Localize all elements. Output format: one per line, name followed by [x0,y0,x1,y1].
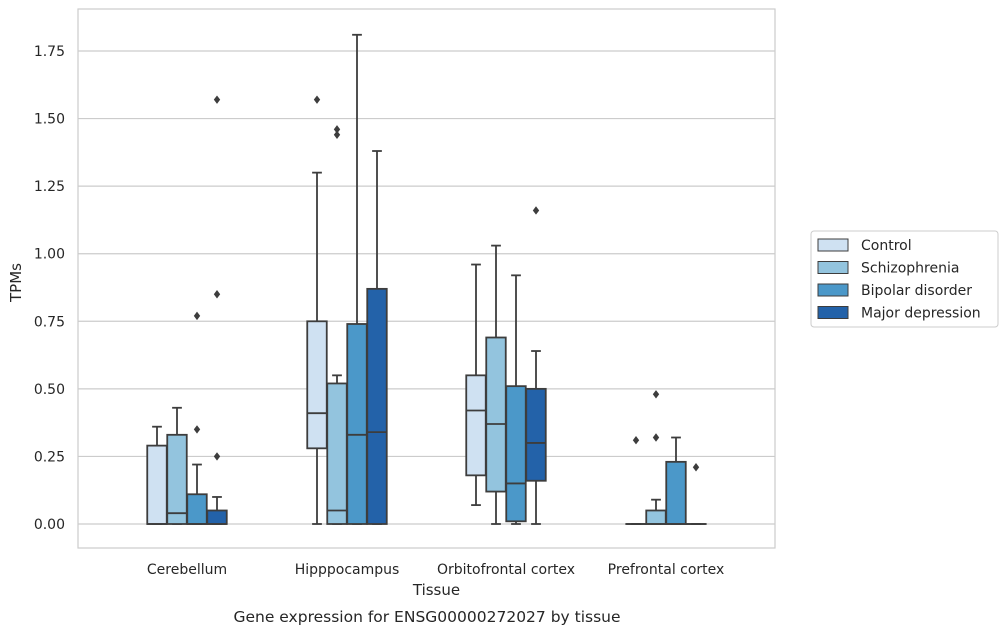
box-major-depression [685,463,707,525]
x-tick-labels: Cerebellum Hipppocampus Orbitofrontal cort… [147,562,724,578]
box-control [465,263,487,506]
y-tick-label: 0.25 [34,449,65,465]
box-bipolar-disorder [186,311,208,525]
y-tick-label: 0.00 [34,517,65,533]
box-body [505,385,527,523]
legend-label: Control [861,238,912,254]
legend-swatch [817,306,849,319]
plot-frame [77,8,776,549]
box-control [146,425,168,525]
box-body [306,320,328,450]
legend-frame [810,230,999,328]
y-tick-label: 0.75 [34,314,65,330]
x-tick-label: Cerebellum [147,562,227,578]
box-control [625,436,647,525]
outlier-point [692,463,700,472]
y-tick-label: 1.25 [34,179,65,195]
legend: Control Schizophrenia Bipolar disorder Majo… [810,230,999,328]
outlier-point [333,125,341,134]
outlier-point [193,311,201,321]
box-body [326,382,348,525]
box-bipolar-disorder [346,33,368,525]
y-tick-label: 1.75 [34,44,65,60]
y-tick-label: 1.50 [34,112,65,128]
box-schizophrenia [326,125,348,525]
box-schizophrenia [485,244,507,525]
box-body [465,374,487,477]
outlier-point [333,130,341,139]
outlier-point [313,95,321,104]
x-axis-label: Tissue [412,581,460,599]
box-body [166,433,188,525]
outlier-point [652,390,660,399]
grid-lines [78,50,775,525]
box-major-depression [206,95,228,525]
box-body [665,460,687,525]
outlier-point [193,425,201,434]
outlier-point [213,290,221,299]
outlier-point [213,452,221,461]
box-body [645,509,667,525]
outlier-point [632,436,640,445]
legend-label: Major depression [861,306,981,322]
x-tick-label: Prefrontal cortex [608,562,725,578]
box-body [366,287,388,525]
y-axis-label: TPMs [7,263,25,303]
legend-label: Bipolar disorder [861,283,972,299]
box-schizophrenia [645,390,667,525]
legend-label: Schizophrenia [861,261,959,277]
box-schizophrenia [166,406,188,525]
box-body [206,509,228,525]
box-body [146,444,168,525]
y-tick-labels: 0.00 0.25 0.50 0.75 1.00 1.25 1.50 1.75 [34,44,65,533]
chart-title: Gene expression for ENSG00000272027 by t… [233,608,620,626]
box-body [186,493,208,525]
box-body [346,323,368,525]
outlier-point [652,433,660,442]
y-tick-label: 0.50 [34,382,65,398]
outlier-point [213,95,221,104]
legend-swatch [817,283,849,297]
box-control [306,95,328,525]
box-bipolar-disorder [505,274,527,525]
legend-swatch [817,238,849,252]
y-tick-label: 1.00 [34,247,65,263]
x-tick-label: Orbitofrontal cortex [437,562,575,578]
box-body [485,336,507,493]
box-bipolar-disorder [665,436,687,525]
box-major-depression [525,206,547,525]
box-major-depression [366,150,388,525]
outlier-point [532,206,540,215]
boxes [146,33,707,525]
x-tick-label: Hipppocampus [295,562,400,578]
box-body [525,387,547,482]
legend-swatch [817,261,849,274]
